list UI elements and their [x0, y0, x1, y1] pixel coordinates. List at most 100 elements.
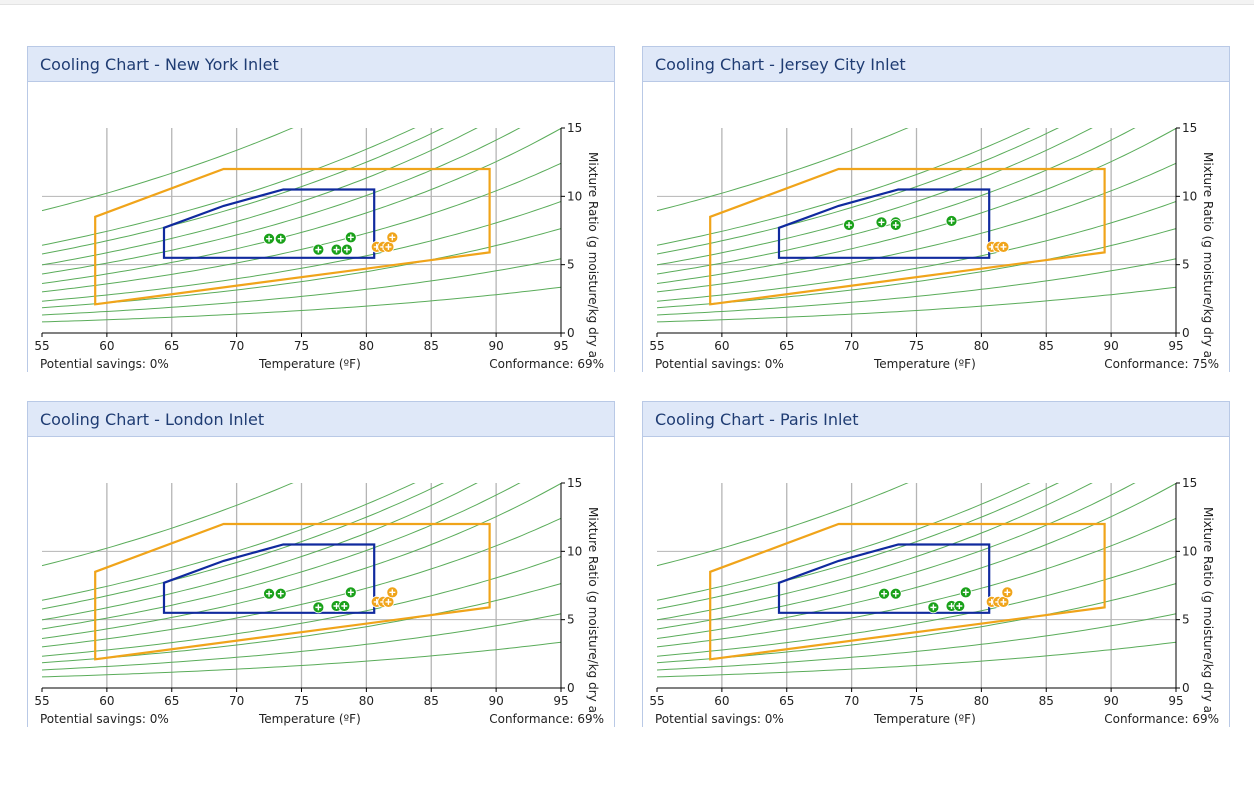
data-point	[945, 215, 958, 227]
rh-curves	[657, 128, 1176, 323]
plus-icon	[347, 589, 354, 596]
rh-curve	[657, 641, 1176, 678]
x-axis-label: Temperature (ºF)	[259, 357, 361, 371]
panel-header: Cooling Chart - Jersey City Inlet	[643, 47, 1229, 82]
x-tick-label: 75	[909, 339, 924, 353]
panel-header: Cooling Chart - New York Inlet	[28, 47, 614, 82]
conformance: Conformance: 69%	[489, 357, 604, 371]
y-tick-label: 10	[567, 544, 582, 558]
rh-curve	[657, 483, 1060, 610]
x-tick-label: 80	[974, 339, 989, 353]
data-point	[338, 600, 351, 612]
y-tick-label: 0	[1182, 681, 1190, 695]
rh-curves	[42, 483, 561, 678]
x-tick-label: 95	[1168, 694, 1183, 708]
psychrometric-chart: 55 60 65 70 75 80 85 90 950 5 10 15 Mixture Ratio (g…	[649, 476, 1215, 712]
chart-panel-jersey-city: Cooling Chart - Jersey City Inlet 55 60 65…	[642, 46, 1230, 372]
recommended-region	[162, 543, 376, 614]
chart-panel-new-york: Cooling Chart - New York Inlet 55 60 65 70 7…	[27, 46, 615, 372]
x-axis-label: Temperature (ºF)	[259, 712, 361, 726]
plus-icon	[389, 589, 396, 596]
plus-icon	[1000, 598, 1007, 605]
plus-icon	[881, 590, 888, 597]
rh-curve	[657, 517, 1176, 648]
top-bar	[0, 0, 1254, 5]
rh-curve	[657, 286, 1176, 323]
x-tick-label: 85	[424, 339, 439, 353]
rh-curves	[657, 483, 1176, 678]
x-tick-label: 80	[974, 694, 989, 708]
x-tick-label: 60	[99, 694, 114, 708]
plus-icon	[956, 603, 963, 609]
psychrometric-chart: 55 60 65 70 75 80 85 90 950 5 10 15 Mixture Ratio (g…	[34, 476, 600, 712]
data-point	[875, 216, 888, 229]
rh-curve	[657, 128, 1136, 275]
rh-curve	[42, 613, 561, 671]
plus-icon	[343, 246, 350, 253]
plus-icon	[930, 604, 937, 611]
plus-icon	[1004, 589, 1011, 596]
rh-curve	[657, 483, 1031, 601]
y-tick-label: 5	[567, 258, 575, 272]
plus-icon	[892, 590, 899, 597]
rh-curve	[42, 128, 416, 246]
plus-icon	[333, 246, 340, 253]
rh-curve	[42, 128, 294, 212]
y-tick-label: 15	[1182, 476, 1197, 490]
x-tick-label: 60	[714, 339, 729, 353]
data-point	[312, 601, 325, 614]
recommended-region	[162, 188, 376, 259]
chart-panel-paris: Cooling Chart - Paris Inlet 55 60 65 70 75 80…	[642, 401, 1230, 727]
x-axis-label: Temperature (ºF)	[874, 357, 976, 371]
plus-icon	[389, 234, 396, 241]
allowable-region	[709, 167, 1106, 306]
rh-curve	[42, 258, 561, 316]
y-tick-label: 0	[567, 681, 575, 695]
y-axis-label: Mixture Ratio (g moisture/kg dry air)	[586, 152, 600, 357]
y-tick-label: 5	[1182, 613, 1190, 627]
plus-icon	[846, 222, 853, 229]
x-tick-label: 85	[1039, 339, 1054, 353]
potential-savings: Potential savings: 0%	[655, 357, 784, 371]
rh-curve	[42, 201, 561, 302]
data-point	[386, 231, 399, 244]
rh-curve	[42, 483, 478, 621]
y-tick-label: 5	[567, 613, 575, 627]
rh-curve	[657, 258, 1176, 316]
rh-curve	[657, 483, 1176, 639]
data-point	[959, 586, 972, 599]
x-tick-label: 70	[229, 694, 244, 708]
rh-curve	[42, 483, 416, 601]
rh-curve	[42, 517, 561, 648]
rh-curve	[42, 483, 445, 610]
x-tick-label: 75	[909, 694, 924, 708]
data-point	[274, 587, 287, 600]
y-tick-label: 15	[567, 121, 582, 135]
plus-icon	[878, 219, 885, 226]
rh-curve	[42, 128, 521, 275]
data-point	[889, 587, 902, 600]
x-tick-label: 75	[294, 339, 309, 353]
x-tick-label: 70	[229, 339, 244, 353]
rh-curve	[657, 128, 1031, 246]
rh-curve	[657, 162, 1176, 293]
y-tick-label: 0	[1182, 326, 1190, 340]
data-point	[997, 595, 1010, 608]
data-point	[889, 219, 902, 231]
data-point	[997, 240, 1010, 253]
data-point	[927, 601, 940, 614]
plus-icon	[385, 598, 392, 605]
rh-curve	[42, 556, 561, 657]
rh-curve	[657, 483, 1136, 630]
data-point	[312, 243, 325, 256]
x-tick-label: 65	[779, 694, 794, 708]
y-tick-label: 15	[1182, 121, 1197, 135]
rh-curve	[657, 128, 1060, 255]
potential-savings: Potential savings: 0%	[655, 712, 784, 726]
rh-curve	[42, 483, 561, 639]
plus-icon	[385, 243, 392, 250]
x-tick-label: 85	[1039, 694, 1054, 708]
x-tick-label: 80	[359, 339, 374, 353]
plus-icon	[315, 246, 322, 253]
data-point	[878, 587, 890, 600]
